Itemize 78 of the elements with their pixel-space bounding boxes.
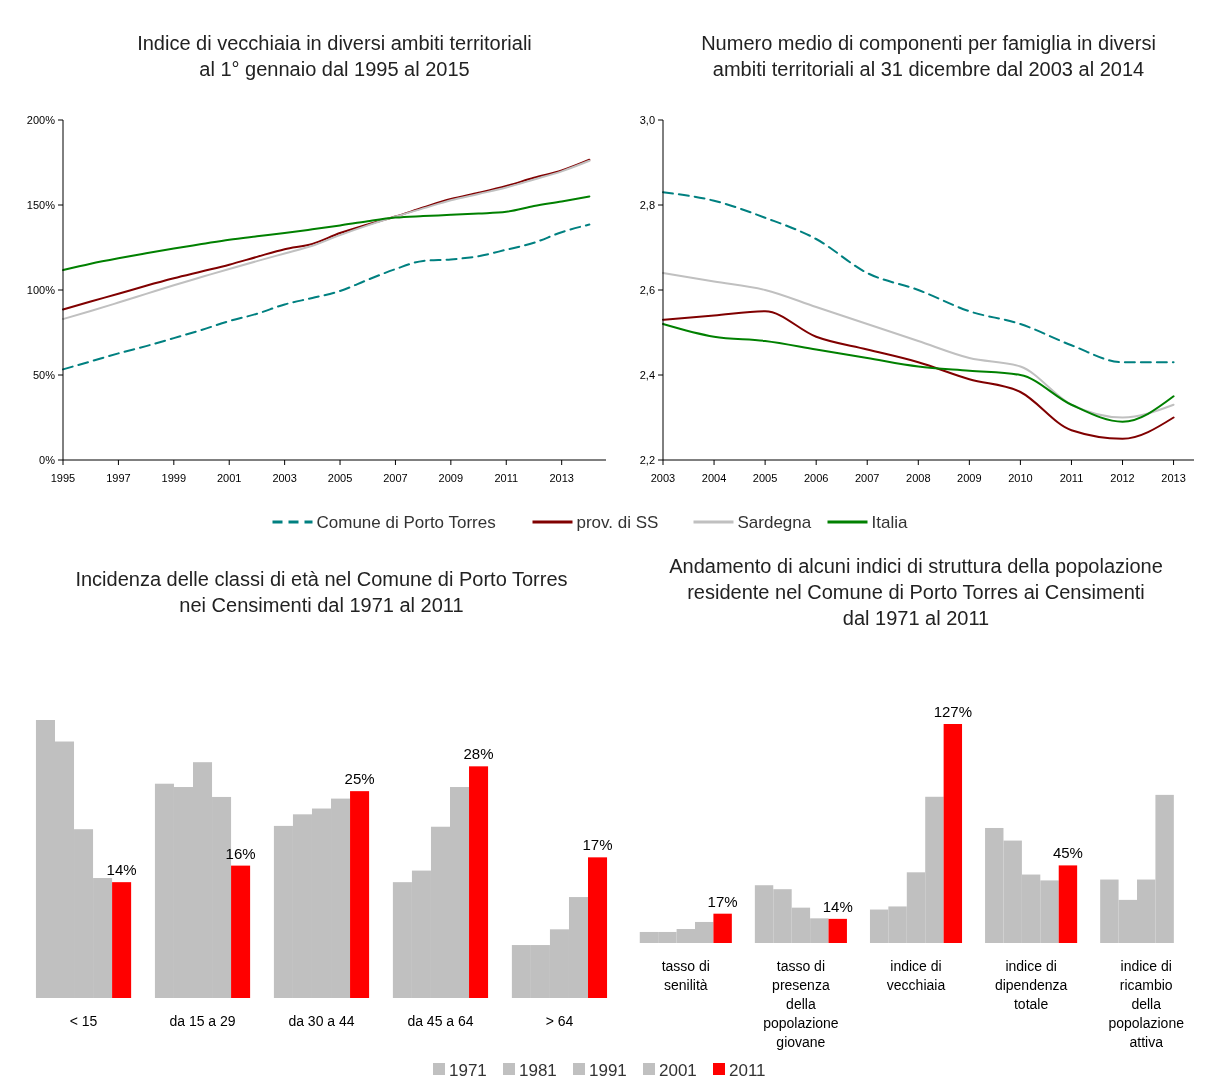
legend-label: prov. di SS <box>576 513 659 532</box>
y-tick-label: 2,4 <box>639 369 655 381</box>
chart-title: Incidenza delle classi di età nel Comune di Porto Torres nei Censimenti dal 1971 al 2011 <box>75 568 568 616</box>
bar <box>112 882 132 998</box>
legend-label: 2001 <box>659 1061 697 1077</box>
bar <box>231 865 251 998</box>
data-label: 25% <box>344 770 375 788</box>
line-series <box>662 323 1175 423</box>
x-tick-label: 2003 <box>272 472 297 484</box>
y-tick-label: 2,6 <box>639 284 655 296</box>
data-label: 16% <box>225 844 256 862</box>
x-tick-label: 2007 <box>383 472 408 484</box>
y-tick-label: 200% <box>26 114 56 126</box>
x-tick-label: indice di dipendenza totale <box>994 958 1068 1012</box>
data-label: 127% <box>933 703 973 720</box>
data-label: 28% <box>463 745 494 763</box>
bar <box>1058 865 1078 943</box>
bar <box>588 857 608 998</box>
line-series <box>662 272 1175 419</box>
x-tick-label: 1999 <box>161 472 187 484</box>
x-tick-label: > 64 <box>545 1013 574 1029</box>
data-label: 17% <box>707 892 738 910</box>
x-tick-label: indice di ricambio della popolazione attiva <box>1108 958 1185 1050</box>
bar <box>713 913 732 943</box>
x-tick-label: 2008 <box>906 472 931 484</box>
x-tick-label: 2013 <box>549 472 574 484</box>
legend-label: 1991 <box>589 1061 627 1077</box>
x-tick-label: < 15 <box>69 1013 98 1029</box>
legend-label: Comune di Porto Torres <box>316 513 496 532</box>
x-tick-label: 2011 <box>494 472 519 484</box>
x-tick-label: 2010 <box>1008 472 1033 484</box>
x-tick-label: 2007 <box>854 472 880 484</box>
x-tick-label: da 15 a 29 <box>169 1013 236 1029</box>
x-tick-label: 2009 <box>438 472 464 484</box>
line-series <box>62 195 591 272</box>
data-label: 17% <box>582 836 613 854</box>
legend-label: 1971 <box>449 1061 487 1077</box>
x-tick-label: 2006 <box>803 472 829 484</box>
y-tick-label: 3,0 <box>639 114 655 126</box>
y-tick-label: 100% <box>26 284 56 296</box>
y-tick-label: 0% <box>39 454 56 466</box>
bar <box>828 918 847 943</box>
legend-label: 1981 <box>519 1061 557 1077</box>
x-tick-label: 2004 <box>701 472 727 484</box>
y-tick-label: 150% <box>26 199 56 211</box>
bar <box>350 791 370 998</box>
y-tick-label: 2,2 <box>639 454 655 466</box>
y-tick-label: 2,8 <box>639 199 655 211</box>
x-tick-label: da 45 a 64 <box>407 1013 474 1029</box>
x-tick-label: 2011 <box>1059 472 1084 484</box>
x-tick-label: 2005 <box>752 472 778 484</box>
data-label: 45% <box>1052 844 1083 862</box>
bar <box>469 766 489 998</box>
chart-title: Indice di vecchiaia in diversi ambiti territoriali al 1° gennaio dal 1995 al 2015 <box>137 32 532 80</box>
x-tick-label: 2001 <box>216 472 242 484</box>
x-tick-label: tasso di presenza della popolazione giovane <box>763 958 839 1050</box>
data-label: 14% <box>822 897 853 915</box>
x-tick-label: 2005 <box>327 472 353 484</box>
x-tick-label: 2013 <box>1161 472 1186 484</box>
line-series <box>662 310 1175 440</box>
legend-label: 2011 <box>729 1061 766 1077</box>
legend-label: Sardegna <box>737 513 812 532</box>
x-tick-label: 1995 <box>50 472 76 484</box>
x-tick-label: 2003 <box>650 472 676 484</box>
x-tick-label: indice di vecchiaia <box>886 958 946 993</box>
bar <box>943 724 963 943</box>
line-series <box>62 223 591 371</box>
y-tick-label: 50% <box>32 369 56 381</box>
line-series <box>662 191 1175 364</box>
chart-title: Andamento di alcuni indici di struttura della popolazione residente nel Comune di Porto Torres ai Censimenti dal 1971 al 2011 <box>669 555 1163 629</box>
x-tick-label: tasso di senilità <box>661 958 710 993</box>
legend-label: Italia <box>871 513 908 532</box>
x-tick-label: 1997 <box>106 472 131 484</box>
chart-title: Numero medio di componenti per famiglia in diversi ambiti territoriali al 31 dicembre dal 2003 al 2014 <box>701 32 1156 80</box>
x-tick-label: da 30 a 44 <box>288 1013 355 1029</box>
data-label: 14% <box>106 861 137 879</box>
x-tick-label: 2009 <box>957 472 982 484</box>
x-tick-label: 2012 <box>1110 472 1135 484</box>
